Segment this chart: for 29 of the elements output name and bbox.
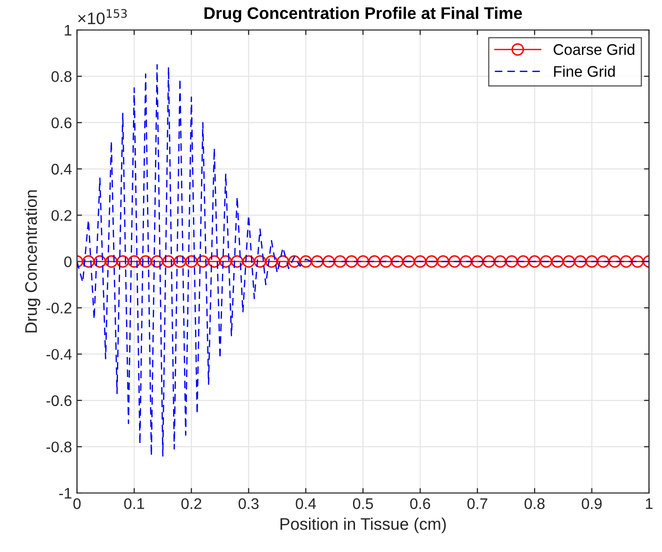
y-tick-label: 0.6 <box>52 117 72 128</box>
line-series <box>77 64 649 457</box>
y-tick-label: -0.8 <box>46 442 72 452</box>
x-tick-label: 0.7 <box>467 498 488 510</box>
x-tick-label: 0.9 <box>582 498 602 510</box>
x-axis-title: Position in Tissue (cm) <box>280 518 446 534</box>
x-tick-label: 0.1 <box>124 498 144 510</box>
y-tick-label: 0 <box>64 256 72 268</box>
x-tick-label: 0.2 <box>181 498 202 510</box>
y-tick-label: 0.4 <box>52 164 72 175</box>
y-tick-label: -0.6 <box>46 395 72 406</box>
legend-label: Coarse Grid <box>554 44 634 55</box>
text: ×10$^{153}$ <box>78 9 127 24</box>
y-tick-label: 0.8 <box>52 71 72 82</box>
x-tick-label: 0.5 <box>352 498 373 510</box>
y-tick-label: 1 <box>64 25 72 36</box>
y-tick-label: -1 <box>59 488 72 499</box>
x-tick-label: 0.4 <box>296 498 316 510</box>
x-tick-label: 0.6 <box>410 498 430 510</box>
x-tick-label: 0 <box>73 498 81 510</box>
x-tick-label: 0.8 <box>524 498 545 510</box>
y-tick-label: -0.2 <box>46 302 72 314</box>
y-tick-label: 0.2 <box>52 210 72 221</box>
y-tick-label: -0.4 <box>46 348 72 360</box>
x-tick-label: 0.3 <box>238 498 259 510</box>
legend-label: Fine Grid <box>554 66 615 77</box>
chart-title: Drug Concentration Profile at Final Time <box>204 6 522 22</box>
y-axis-title: Drug Concentration <box>24 190 40 332</box>
x-tick-label: 1 <box>646 498 653 509</box>
